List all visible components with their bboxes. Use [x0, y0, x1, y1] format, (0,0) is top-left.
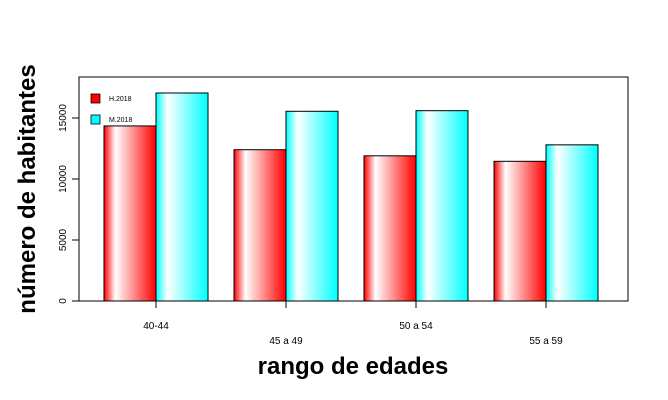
- x-tick-label: 50 a 54: [399, 321, 433, 332]
- x-axis-title: rango de edades: [258, 353, 449, 380]
- y-tick-label: 0: [58, 298, 69, 304]
- bar-M.2018-50 a 54: [415, 110, 469, 302]
- bar-M.2018-40-44: [155, 92, 209, 302]
- bar-H.2018-45 a 49: [233, 149, 287, 302]
- bar-H.2018-40-44: [103, 125, 157, 302]
- legend: H.2018 M.2018: [90, 93, 132, 125]
- x-tick-label: 45 a 49: [269, 336, 303, 347]
- bar-M.2018-45 a 49: [285, 110, 339, 302]
- y-tick-label: 5000: [58, 228, 69, 251]
- y-axis: 0 5000 10000 15000: [58, 104, 80, 304]
- bar-H.2018-50 a 54: [363, 155, 417, 302]
- bar-M.2018-55 a 59: [545, 144, 599, 302]
- legend-swatch: [90, 114, 101, 125]
- y-axis-title: número de habitantes: [14, 64, 41, 313]
- legend-swatch: [90, 93, 101, 104]
- legend-label: H.2018: [109, 96, 132, 103]
- bar-H.2018-55 a 59: [493, 160, 547, 302]
- y-tick-label: 15000: [58, 104, 69, 132]
- x-tick-label: 55 a 59: [529, 336, 563, 347]
- bars-group: [103, 92, 599, 302]
- legend-label: M.2018: [109, 117, 132, 124]
- x-axis: 40-44 45 a 49 50 a 54 55 a 59: [143, 301, 563, 347]
- y-tick-label: 10000: [58, 165, 69, 193]
- x-tick-label: 40-44: [143, 321, 169, 332]
